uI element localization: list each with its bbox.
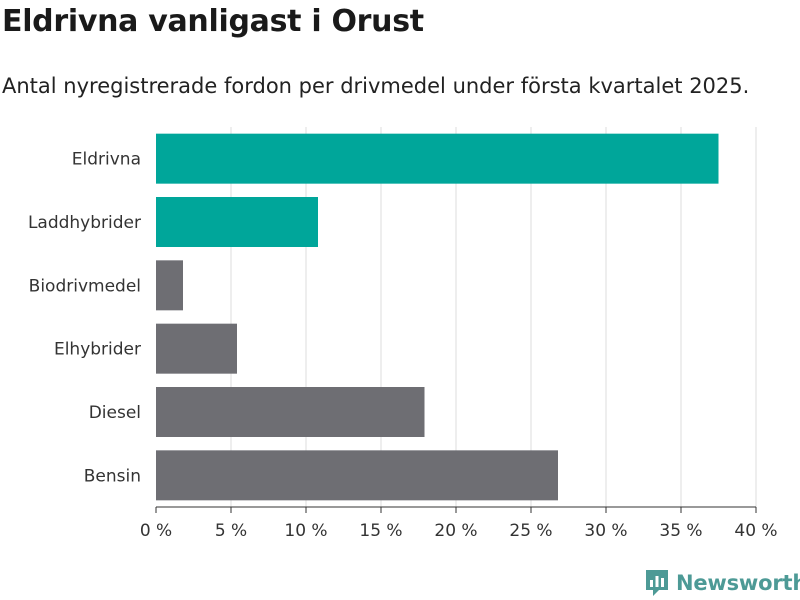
category-label: Eldrivna xyxy=(72,150,141,170)
bar-laddhybrider xyxy=(156,197,318,247)
x-tick-label: 20 % xyxy=(434,521,477,541)
x-tick-label: 40 % xyxy=(734,521,777,541)
x-tick-label: 35 % xyxy=(659,521,702,541)
x-tick-label: 5 % xyxy=(215,521,247,541)
category-label: Biodrivmedel xyxy=(29,276,141,296)
brand: Newsworthy xyxy=(644,568,800,598)
x-tick-label: 15 % xyxy=(359,521,402,541)
x-tick-label: 30 % xyxy=(584,521,627,541)
bar-elhybrider xyxy=(156,323,237,374)
chart-subtitle: Antal nyregistrerade fordon per drivmede… xyxy=(2,74,750,98)
newsworthy-logo-icon xyxy=(646,570,668,596)
category-label: Diesel xyxy=(89,403,141,423)
bar-biodrivmedel xyxy=(156,260,183,311)
x-tick-label: 10 % xyxy=(284,521,327,541)
chart-title: Eldrivna vanligast i Orust xyxy=(2,4,424,39)
category-label: Laddhybrider xyxy=(28,213,141,233)
category-label: Elhybrider xyxy=(54,340,141,360)
x-tick-label: 25 % xyxy=(509,521,552,541)
category-label: Bensin xyxy=(84,466,141,486)
bar-diesel xyxy=(156,387,425,437)
x-tick-label: 0 % xyxy=(140,521,172,541)
bar-eldrivna xyxy=(156,133,719,184)
bar-bensin xyxy=(156,450,558,501)
brand-name: Newsworthy xyxy=(676,571,800,595)
